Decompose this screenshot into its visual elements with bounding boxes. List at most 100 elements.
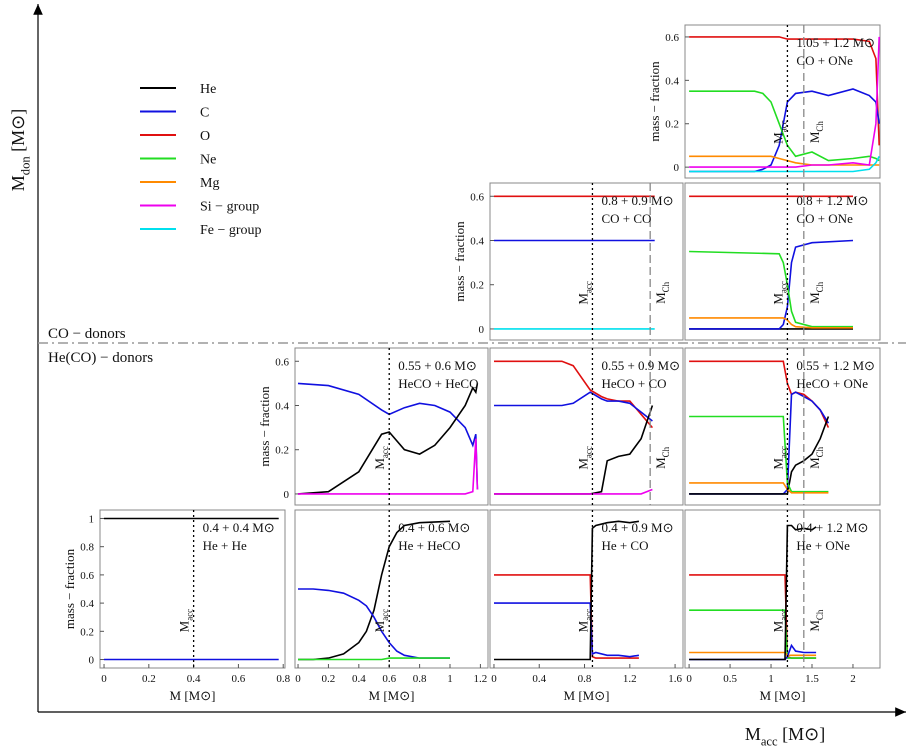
marker-label: Macc bbox=[770, 446, 788, 470]
legend: He CO Ne Mg Si − group Fe − group bbox=[140, 82, 262, 238]
series-line bbox=[689, 391, 830, 495]
marker-label-main: M bbox=[575, 458, 590, 470]
marker-label: Macc bbox=[770, 281, 788, 305]
marker-label-main: M bbox=[770, 458, 785, 470]
label-sub: don bbox=[18, 156, 32, 176]
legend-label: Mg bbox=[200, 176, 219, 191]
x-axis-label: M [M⊙] bbox=[170, 688, 216, 703]
panel-frame bbox=[684, 347, 881, 506]
marker-label: MCh bbox=[653, 281, 671, 304]
series-line bbox=[298, 438, 479, 495]
legend-label: Si − group bbox=[200, 200, 259, 215]
x-tick-label: 0.4 bbox=[187, 673, 201, 685]
series-line bbox=[689, 239, 854, 330]
marker-label-main: M bbox=[372, 458, 387, 470]
panel-title: 0.4 + 0.9 M⊙ bbox=[601, 520, 673, 535]
x-tick-label: 1.2 bbox=[623, 673, 637, 685]
marker-label-sub: Ch bbox=[815, 446, 825, 457]
panel-subtitle: CO + ONe bbox=[796, 211, 853, 226]
marker-label-main: M bbox=[807, 131, 822, 143]
y-tick-label: 0.6 bbox=[275, 356, 289, 368]
marker-label: MCh bbox=[807, 281, 825, 304]
panel-frame bbox=[294, 509, 489, 669]
y-tick-label: 0 bbox=[479, 324, 485, 336]
y-tick-label: 0.8 bbox=[80, 542, 94, 554]
panel-title: 0.4 + 1.2 M⊙ bbox=[796, 520, 868, 535]
x-tick-label: 1 bbox=[768, 673, 774, 685]
marker-label: Macc bbox=[575, 446, 593, 470]
marker-label-sub: acc bbox=[583, 609, 593, 621]
marker-label-sub: acc bbox=[583, 281, 593, 293]
series-line bbox=[689, 88, 880, 173]
marker-label: MCh bbox=[653, 446, 671, 469]
x-tick-label: 0 bbox=[686, 673, 692, 685]
marker-label-sub: Ch bbox=[815, 281, 825, 292]
marker-label-main: M bbox=[770, 620, 785, 632]
label-unit: [M⊙] bbox=[778, 724, 826, 744]
label-text: Macc [M⊙] bbox=[745, 724, 825, 747]
series-line bbox=[689, 482, 829, 494]
x-tick-label: 0.8 bbox=[276, 673, 290, 685]
series-line bbox=[689, 317, 853, 329]
x-tick-label: 0.6 bbox=[382, 673, 396, 685]
x-axis-label: M [M⊙] bbox=[564, 688, 610, 703]
x-tick-label: 0.6 bbox=[232, 673, 246, 685]
marker-label-main: M bbox=[372, 620, 387, 632]
series-line bbox=[297, 383, 479, 495]
y-axis-label: Mdon [M⊙] bbox=[8, 109, 32, 191]
panel: 0 0.2 0.4 0.6 0.8 1 1.2 M [M⊙] Macc 0.4 + 0.6 M⊙ H… bbox=[294, 509, 489, 703]
marker-label: Macc bbox=[770, 609, 788, 633]
marker-label-main: M bbox=[807, 620, 822, 632]
marker-label-main: M bbox=[770, 293, 785, 305]
panel: 0 0.4 0.8 1.2 1.6 M [M⊙] Macc 0.4 + 0.9 M⊙ He + … bbox=[489, 509, 684, 703]
series-line bbox=[689, 524, 817, 661]
x-tick-label: 0.8 bbox=[413, 673, 427, 685]
marker-label-main: M bbox=[575, 620, 590, 632]
y-tick-label: 0.4 bbox=[665, 75, 679, 87]
y-axis-label: mass − fraction bbox=[62, 548, 77, 629]
x-tick-label: 0.5 bbox=[723, 673, 737, 685]
y-tick-label: 0.4 bbox=[80, 598, 94, 610]
marker-label-sub: acc bbox=[778, 281, 788, 293]
x-tick-label: 1.2 bbox=[474, 673, 488, 685]
series-line bbox=[689, 36, 880, 168]
y-axis-label: mass − fraction bbox=[452, 221, 467, 302]
series-line bbox=[689, 250, 853, 328]
marker-label-main: M bbox=[653, 292, 668, 304]
legend-label: O bbox=[200, 129, 210, 144]
x-axis-label: Macc [M⊙] bbox=[745, 724, 825, 747]
y-tick-label: 0.2 bbox=[470, 280, 484, 292]
x-tick-label: 0.8 bbox=[578, 673, 592, 685]
panel-title: 0.8 + 0.9 M⊙ bbox=[601, 193, 673, 208]
x-tick-label: 0.4 bbox=[352, 673, 366, 685]
panel-subtitle: CO + CO bbox=[601, 211, 651, 226]
group-label: He(CO) − donors bbox=[48, 350, 153, 366]
marker-label-sub: acc bbox=[380, 609, 390, 621]
marker-label-sub: Ch bbox=[815, 121, 825, 132]
y-axis-label: mass − fraction bbox=[257, 386, 272, 467]
panel-title: 0.55 + 0.9 M⊙ bbox=[601, 358, 680, 373]
marker-label: Macc bbox=[372, 446, 390, 470]
panel-frame bbox=[489, 509, 684, 669]
x-tick-label: 1 bbox=[447, 673, 453, 685]
series-line bbox=[689, 415, 829, 493]
label-sub: acc bbox=[761, 734, 778, 747]
panel: 0 0.2 0.4 0.6 mass − fraction Macc 0.55 + 0.6 … bbox=[257, 347, 489, 506]
panel-title: 0.8 + 1.2 M⊙ bbox=[796, 193, 868, 208]
label-main: M bbox=[8, 175, 28, 191]
x-tick-label: 1.6 bbox=[668, 673, 682, 685]
legend-label: He bbox=[200, 82, 216, 97]
panel-subtitle: HeCO + ONe bbox=[796, 376, 868, 391]
marker-label-sub: Ch bbox=[661, 446, 671, 457]
marker-label-sub: Ch bbox=[661, 281, 671, 292]
label-text: Mdon [M⊙] bbox=[8, 109, 32, 191]
series-line bbox=[689, 36, 880, 146]
panel-frame bbox=[99, 509, 286, 669]
marker-label: Macc bbox=[177, 609, 195, 633]
label-main: M bbox=[745, 724, 761, 744]
